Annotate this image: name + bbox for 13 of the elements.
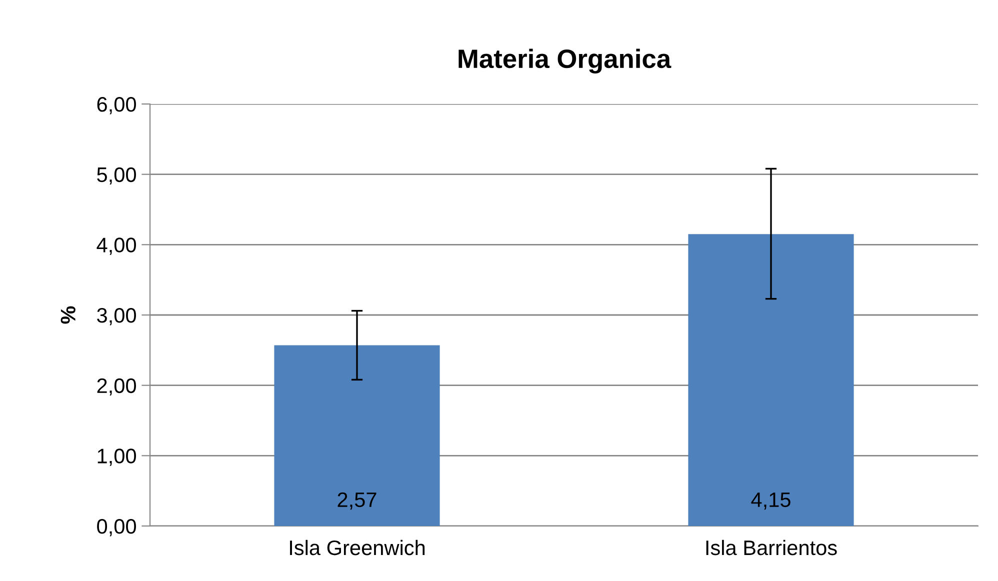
y-axis-title: % [60, 306, 76, 324]
y-tick-label: 4,00 [96, 238, 136, 255]
y-tick-label: 5,00 [97, 167, 136, 185]
y-tick-label: 0,00 [97, 519, 136, 536]
y-tick-label: 2,00 [97, 378, 136, 396]
chart-title: Materia Organica [458, 48, 672, 74]
data-label: 4,15 [751, 492, 790, 510]
y-tick-label: 6,00 [97, 97, 136, 114]
data-label: 2,57 [338, 492, 376, 510]
x-tick-label: Isla Greenwich [290, 540, 425, 556]
y-tick-label: 3,00 [97, 308, 136, 326]
x-tick-label: Isla Barrientos [706, 540, 837, 556]
y-tick-label: 1,00 [98, 448, 136, 466]
